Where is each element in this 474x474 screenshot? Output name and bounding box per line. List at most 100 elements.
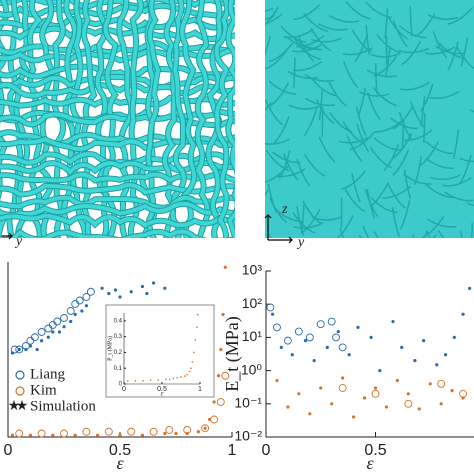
fiber [273,116,290,144]
fiber [372,86,398,107]
fiber [366,69,397,78]
data-point [96,433,100,437]
data-point [221,312,225,317]
fiber [268,80,297,95]
data-point [208,417,212,422]
data-point [84,304,88,308]
data-point [303,339,308,343]
fiber [311,78,337,97]
fiber [265,7,274,12]
fiber [268,234,272,238]
data-point [145,291,149,296]
data-point [193,351,195,354]
fiber [424,140,453,155]
data-point [266,303,275,312]
data-point [406,392,410,396]
data-point [26,336,35,345]
fiber [265,165,289,183]
fiber [265,14,275,21]
fiber [403,169,412,200]
fiber [409,100,425,128]
fiber [303,108,318,137]
fiber [471,222,474,238]
data-point [270,312,275,316]
data-point [338,384,347,392]
data-point [351,415,356,419]
axis-label: y [14,234,23,249]
fiber [293,4,321,21]
fiber [315,99,335,125]
data-point [86,287,95,296]
data-point [341,376,345,380]
data-point [212,400,216,404]
fiber [278,150,291,179]
fiber [265,6,279,26]
fiber [310,37,342,43]
data-point [391,319,395,324]
data-point [28,344,32,348]
fiber [292,61,323,72]
y-tick-label: 10¹ [242,328,263,344]
data-point [216,374,221,378]
y-tick-label: 0.2 [114,350,123,356]
data-point [66,307,75,315]
fiber [0,130,235,147]
fiber [426,218,457,228]
fiber [398,111,413,140]
fiber [265,102,272,111]
fiber [366,189,376,219]
fiber [426,231,431,238]
data-point [184,375,186,377]
data-point [308,412,312,416]
x-axis-label: ε [161,390,164,398]
data-point [356,325,360,330]
fiber [444,191,474,202]
legend-label: Liang [30,366,65,382]
fiber [269,82,290,107]
x-tick-label: 1 [228,442,237,459]
axis-frame [265,271,474,438]
data-point [196,326,198,329]
fiber [102,0,118,238]
legend-marker: ★ [16,399,29,414]
fiber [296,34,325,48]
data-point [118,295,122,299]
fiber [358,235,363,238]
fiber [469,109,474,113]
data-point [80,309,84,313]
data-point [17,347,21,352]
data-point [107,291,111,296]
fiber [329,111,353,133]
y-tick-label: 10⁰ [241,361,263,377]
fiber [437,230,445,238]
axis-label: y [296,235,305,250]
fiber [459,157,474,163]
data-point [194,339,197,341]
data-point [48,321,57,329]
data-point [428,382,432,386]
data-point [28,433,32,437]
fiber [459,154,472,184]
fiber [346,135,363,163]
fiber [391,207,401,238]
data-point [82,293,91,301]
axis-label: z [281,202,288,217]
data-point [73,312,77,317]
data-point [373,386,378,390]
x-tick-label: 0.5 [157,386,167,393]
fiber [432,31,448,59]
fiber [318,89,324,120]
data-point [395,378,399,383]
fiber [0,213,235,228]
data-point [272,323,281,332]
fiber [459,230,464,238]
data-point [371,389,380,398]
data-point [46,335,50,339]
data-point [216,398,225,406]
data-point [100,286,104,290]
data-point [443,353,448,357]
y-tick-label: 0.3 [114,334,123,340]
y-tick-label: 10⁻¹ [234,395,262,411]
fiber [374,120,403,133]
y-tick-label: 0 [119,382,123,388]
